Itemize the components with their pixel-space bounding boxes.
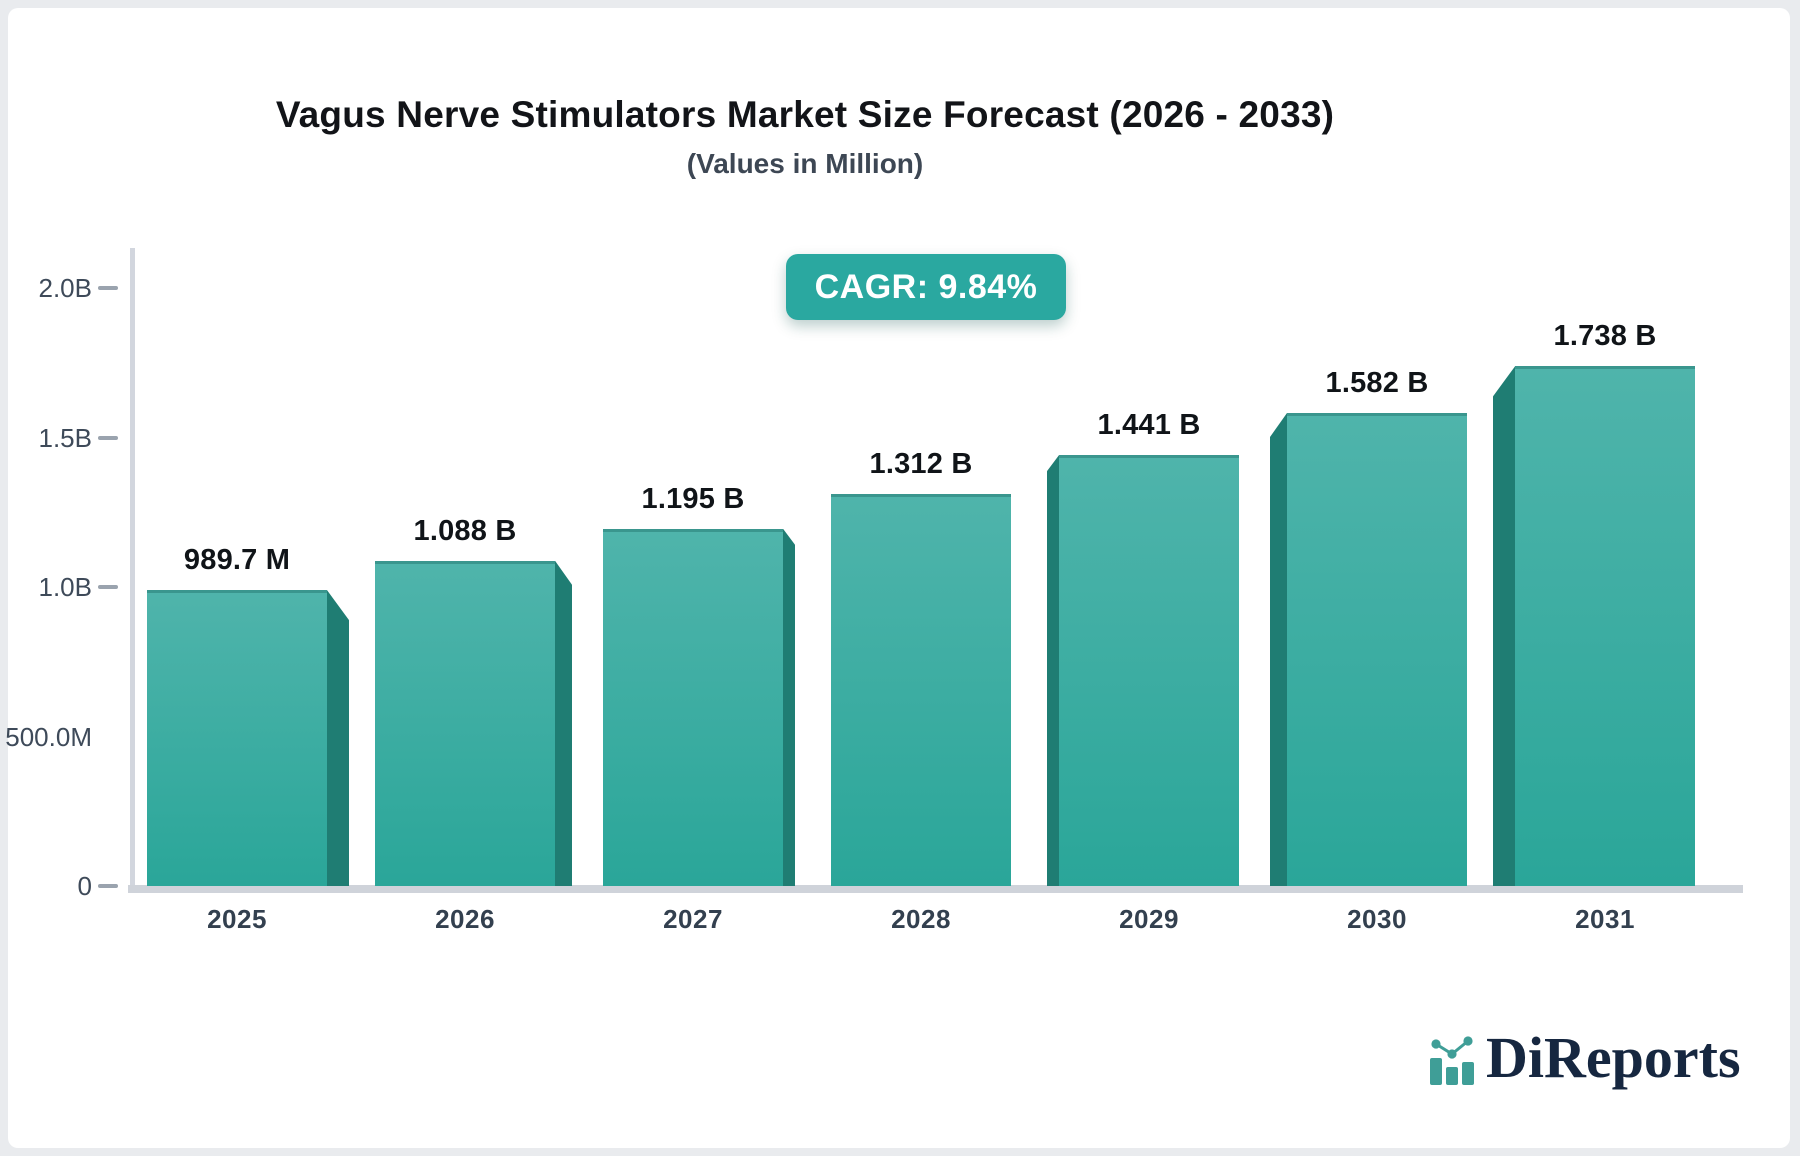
bar-side-face-2026: [555, 560, 572, 886]
bar-value-label-2026: 1.088 B: [413, 514, 517, 547]
bar-2031: [1515, 366, 1695, 886]
bar-value-label-2030: 1.582 B: [1325, 366, 1429, 399]
x-axis-label-2031: 2031: [1575, 904, 1635, 934]
chart-title: Vagus Nerve Stimulators Market Size Fore…: [275, 94, 1335, 135]
y-axis-tick-label: 1.5B: [38, 422, 93, 453]
y-axis-tick-dash: [98, 435, 118, 440]
brand-logo: DiReports: [1428, 1025, 1741, 1090]
x-axis-label-2027: 2027: [663, 904, 723, 934]
bar-value-label-2028: 1.312 B: [869, 447, 973, 480]
bar-2029: [1059, 455, 1239, 886]
cagr-badge-label: CAGR: 9.84%: [814, 267, 1038, 306]
bar-value-label-2031: 1.738 B: [1553, 320, 1657, 353]
cagr-badge: CAGR: 9.84%: [786, 254, 1066, 320]
x-axis-label-2025: 2025: [207, 904, 267, 934]
bar-side-face-2025: [327, 590, 349, 886]
y-axis-tick-dash: [98, 585, 118, 589]
bar-side-face-2030: [1270, 412, 1287, 886]
bar-side-face-2031: [1493, 366, 1515, 886]
bar-side-face-2029: [1047, 455, 1059, 886]
y-axis-tick-label: 2.0B: [38, 273, 93, 303]
y-axis-tick-dash: [98, 286, 118, 290]
bar-value-label-2027: 1.195 B: [641, 482, 745, 515]
x-axis-label-2026: 2026: [435, 904, 495, 934]
y-axis-tick-label: 0: [77, 871, 92, 901]
bar-value-label-2029: 1.441 B: [1097, 409, 1201, 442]
logo-text: DiReports: [1486, 1025, 1741, 1090]
y-axis-line: [130, 248, 135, 893]
bar-2026: [375, 560, 555, 886]
y-axis-tick-label: 500.0M: [5, 721, 92, 752]
bar-2025: [147, 590, 327, 886]
bar-2028: [831, 493, 1011, 886]
chart-subtitle: (Values in Million): [686, 148, 924, 179]
logo-chart-icon: [1430, 1036, 1474, 1086]
bar-2027: [603, 528, 783, 886]
x-axis-label-2028: 2028: [891, 904, 951, 934]
x-axis-baseline: [128, 885, 1743, 893]
bar-value-label-2025: 989.7 M: [183, 544, 291, 577]
bar-side-face-2027: [783, 528, 795, 886]
y-axis-tick-dash: [98, 884, 118, 888]
x-axis-label-2029: 2029: [1119, 904, 1179, 934]
bar-2030: [1287, 412, 1467, 886]
x-axis-label-2030: 2030: [1347, 904, 1407, 934]
y-axis-tick-label: 1.0B: [38, 572, 93, 602]
